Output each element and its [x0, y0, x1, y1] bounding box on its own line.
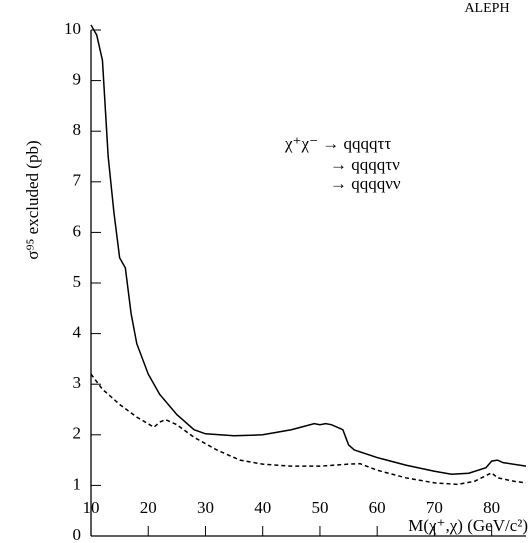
- y-tick-label: 5: [73, 272, 82, 291]
- y-tick-label: 0: [73, 525, 82, 543]
- y-tick-label: 9: [73, 70, 82, 89]
- annotation: χ⁺χ⁻ → qqqqττ: [284, 134, 391, 153]
- x-tick-label: 50: [311, 498, 328, 517]
- chart-title: ALEPH: [464, 1, 509, 16]
- y-tick-label: 10: [64, 19, 81, 38]
- y-tick-label: 1: [73, 474, 82, 493]
- annotation: → qqqqτν: [330, 155, 400, 174]
- annotation: → qqqqνν: [330, 174, 401, 193]
- y-tick-label: 8: [73, 120, 82, 139]
- x-tick-label: 30: [197, 498, 214, 517]
- x-axis-label: M(χ⁺,χ) (GeV/c²): [408, 516, 528, 535]
- y-tick-label: 4: [73, 323, 82, 342]
- data-line: [90, 24, 527, 476]
- y-tick-label: 6: [73, 221, 82, 240]
- x-tick-label: 20: [140, 498, 157, 517]
- y-tick-label: 3: [73, 373, 82, 392]
- y-tick-label: 2: [73, 424, 82, 443]
- y-axis-label: σ⁹⁵ excluded (pb): [23, 140, 42, 259]
- x-tick-label: 60: [369, 498, 386, 517]
- x-tick-label: 10: [83, 498, 100, 517]
- x-tick-label: 40: [254, 498, 271, 517]
- data-line: [90, 373, 527, 486]
- x-tick-label: 80: [483, 498, 500, 517]
- y-tick-label: 7: [73, 171, 82, 190]
- x-tick-label: 70: [426, 498, 443, 517]
